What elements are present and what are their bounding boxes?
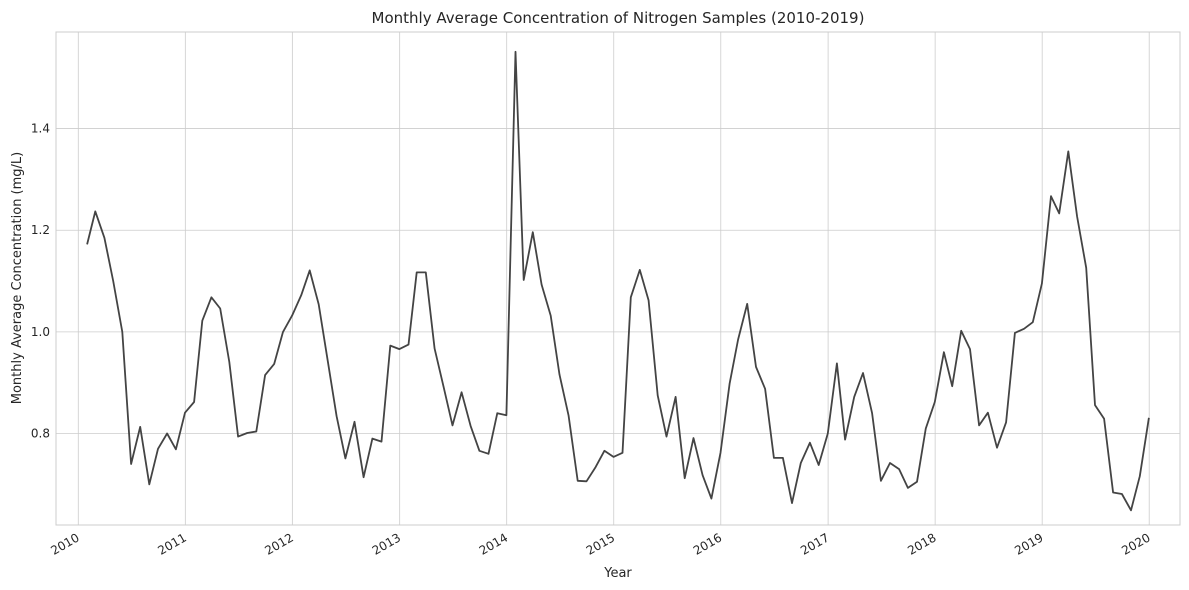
x-tick-label: 2018 [905,530,938,557]
x-tick-labels: 2010 2011 2012 2013 2014 2015 2016 2017 2018 2019… [48,530,1152,557]
series-line [86,50,1150,512]
x-tick-label: 2010 [48,530,81,557]
x-tick-label: 2017 [798,530,831,557]
x-tick-label: 2016 [691,530,724,557]
x-tick-label: 2020 [1119,530,1152,557]
chart-title: Monthly Average Concentration of Nitroge… [372,9,865,27]
y-tick-label: 1.2 [31,223,50,237]
x-tick-label: 2011 [155,530,188,557]
x-axis-label: Year [603,566,632,581]
y-tick-label: 1.0 [31,325,50,339]
y-axis-label: Monthly Average Concentration (mg/L) [10,152,25,404]
x-tick-label: 2019 [1012,530,1045,557]
gridlines [56,32,1180,525]
x-tick-label: 2014 [477,530,510,557]
plot-frame [55,31,1181,526]
x-tick-label: 2013 [370,530,403,557]
y-tick-label: 1.4 [31,122,50,136]
x-tick-label: 2012 [262,530,295,557]
series-layer [86,50,1150,512]
x-tick-label: 2015 [584,530,617,557]
y-tick-labels: 0.8 1.0 1.2 1.4 [31,122,50,441]
y-tick-label: 0.8 [31,427,50,441]
